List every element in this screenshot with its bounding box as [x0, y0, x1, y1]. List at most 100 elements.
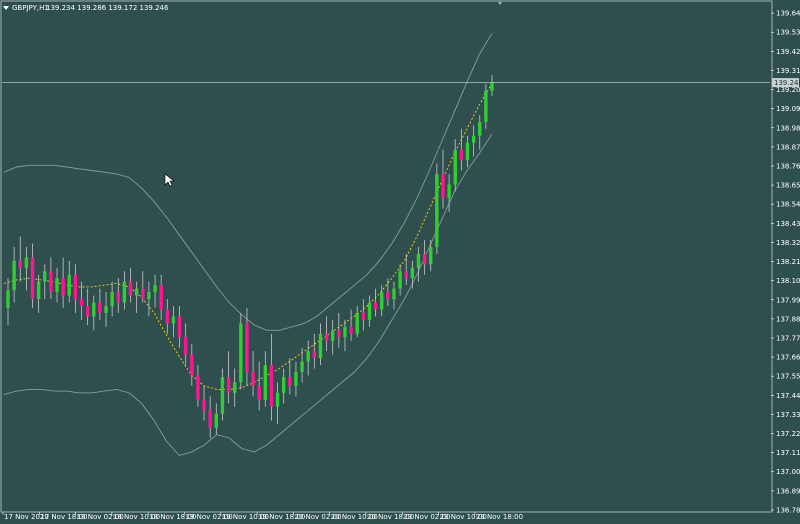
y-tick-label: 136.896	[776, 487, 800, 495]
candle-body	[471, 135, 476, 143]
y-tick-label: 136.786	[776, 506, 800, 514]
y-tick-label: 137.336	[776, 411, 800, 419]
candle-body	[104, 306, 108, 313]
candle-body	[214, 413, 219, 428]
y-tick-label: 139.426	[776, 48, 800, 56]
chart-shift-icon[interactable]	[498, 2, 502, 5]
current-price-label: 139.246	[774, 79, 800, 87]
candle-body	[36, 281, 41, 300]
y-tick-label: 137.886	[776, 315, 800, 323]
y-tick-label: 139.536	[776, 29, 800, 37]
candle-body	[422, 253, 427, 265]
candle-body	[429, 246, 433, 265]
candle-body	[98, 302, 102, 313]
candle-body	[441, 173, 445, 199]
candle-body	[12, 260, 16, 291]
candle-body	[245, 323, 249, 373]
candle-body	[202, 399, 206, 411]
candle-body	[153, 285, 157, 293]
candle-body	[349, 326, 353, 334]
candle-body	[85, 306, 90, 317]
x-tick-label: 23 Nov 02:00	[403, 513, 450, 521]
candle-body	[410, 267, 415, 279]
current-price-line: 139.246	[2, 78, 800, 88]
x-tick-label: 20 Nov 02:00	[294, 513, 341, 521]
candle-body	[92, 302, 96, 317]
candle-body	[453, 149, 457, 185]
candle-body	[300, 361, 304, 373]
bb-middle-line	[3, 83, 493, 390]
x-tick-label: 20 Nov 18:00	[367, 513, 414, 521]
candle-body	[490, 81, 494, 91]
y-tick-label: 138.436	[776, 220, 800, 228]
candles	[6, 74, 494, 439]
x-tick-label: 20 Nov 10:00	[331, 513, 378, 521]
x-tick-label: 18 Nov 18:00	[149, 513, 196, 521]
y-tick-label: 138.216	[776, 258, 800, 266]
y-tick-label: 137.996	[776, 296, 800, 304]
x-tick-label: 23 Nov 10:00	[440, 513, 487, 521]
candle-body	[465, 142, 470, 161]
header-dropdown-icon[interactable]	[3, 6, 9, 10]
candle-body	[306, 351, 310, 362]
x-tick-label: 17 Nov 18:00	[40, 513, 87, 521]
candle-body	[171, 316, 176, 324]
y-tick-label: 138.766	[776, 162, 800, 170]
current-price-badge	[772, 78, 799, 88]
candle-body	[134, 288, 139, 296]
candle-body	[147, 292, 151, 300]
y-tick-label: 138.546	[776, 201, 800, 209]
x-tick-label: 19 Nov 18:00	[258, 513, 305, 521]
x-tick-label: 19 Nov 10:00	[222, 513, 269, 521]
y-tick-label: 137.006	[776, 468, 800, 476]
y-tick-label: 138.656	[776, 182, 800, 190]
candle-body	[404, 271, 408, 279]
candle-body	[380, 292, 384, 310]
y-tick-label: 138.106	[776, 277, 800, 285]
symbol-timeframe: GBPJPY,H1	[12, 4, 49, 12]
candle-body	[55, 278, 59, 293]
candle-body	[269, 365, 274, 407]
candle-body	[49, 271, 53, 293]
x-tick-label: 17 Nov 2020	[4, 513, 49, 521]
x-tick-label: 19 Nov 02:00	[186, 513, 233, 521]
y-tick-label: 137.116	[776, 449, 800, 457]
plot-frame	[0, 0, 773, 513]
candle-body	[128, 281, 133, 296]
candle-body	[398, 271, 402, 289]
candle-body	[116, 292, 120, 303]
candle-body	[226, 377, 231, 393]
candle-body	[257, 385, 261, 400]
price-axis[interactable]: 139.646 139.536 139.426 139.316 139.206 139.0…	[771, 10, 800, 515]
bb-lower-line	[3, 133, 493, 456]
candle-body	[177, 316, 182, 338]
y-tick-label: 138.876	[776, 143, 800, 151]
candle-body	[6, 290, 10, 308]
candle-body	[30, 257, 35, 300]
candle-body	[459, 149, 464, 161]
candle-body	[318, 333, 323, 359]
candle-body	[165, 309, 169, 324]
candle-body	[281, 377, 286, 393]
candle-body	[294, 372, 298, 386]
chart-header: GBPJPY,H1 139.234 139.286 139.172 139.24…	[3, 4, 169, 12]
y-tick-label: 137.446	[776, 392, 800, 400]
candle-body	[43, 271, 47, 282]
y-tick-label: 138.986	[776, 124, 800, 132]
candle-body	[367, 302, 372, 320]
candle-body	[484, 90, 488, 122]
y-tick-label: 137.666	[776, 354, 800, 362]
candle-body	[312, 351, 317, 359]
candle-body	[24, 257, 29, 268]
y-tick-label: 137.556	[776, 373, 800, 381]
candle-body	[263, 365, 268, 400]
ohlc-readout: 139.234 139.286 139.172 139.246	[46, 4, 169, 12]
candle-body	[373, 302, 378, 310]
y-tick-label: 137.226	[776, 430, 800, 438]
candle-body	[392, 288, 396, 300]
candle-body	[79, 299, 84, 307]
